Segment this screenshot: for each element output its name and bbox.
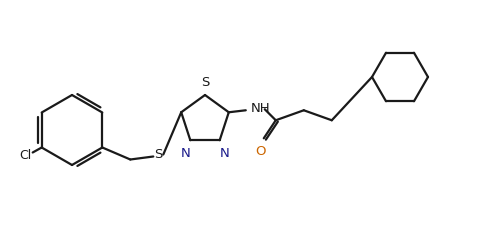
Text: Cl: Cl — [20, 149, 32, 162]
Text: S: S — [154, 148, 163, 161]
Text: NH: NH — [251, 102, 271, 115]
Text: N: N — [180, 147, 190, 160]
Text: S: S — [201, 76, 209, 89]
Text: N: N — [220, 147, 229, 160]
Text: O: O — [256, 145, 266, 158]
